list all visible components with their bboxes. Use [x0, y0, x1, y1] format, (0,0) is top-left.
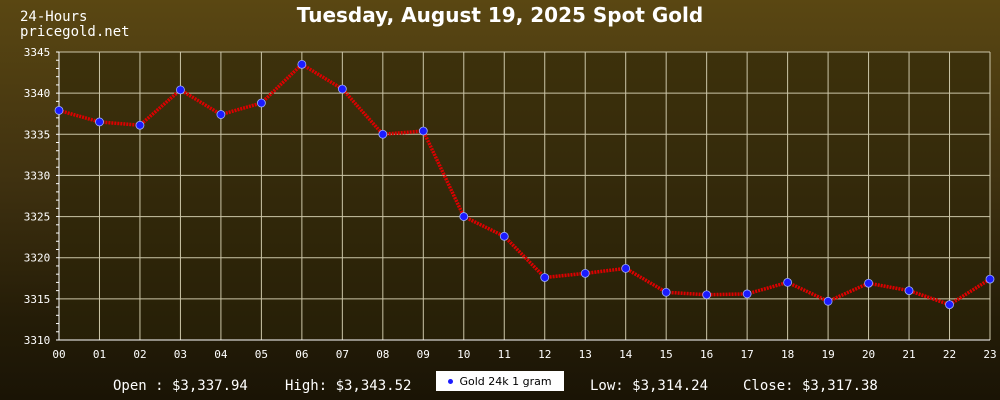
- x-tick-label: 23: [983, 348, 996, 361]
- data-point: [580, 268, 590, 278]
- y-tick-label: 3345: [24, 46, 51, 59]
- data-point: [418, 126, 428, 136]
- data-point: [176, 85, 185, 95]
- y-tick-label: 3315: [24, 293, 51, 306]
- data-point: [985, 274, 995, 284]
- legend: Gold 24k 1 gram: [436, 371, 564, 391]
- x-tick-label: 13: [579, 348, 592, 361]
- x-tick-label: 14: [619, 348, 633, 361]
- plot-area: [59, 52, 990, 340]
- x-tick-label: 11: [498, 348, 511, 361]
- chart-corner-label: 24-Hours pricegold.net: [20, 10, 130, 40]
- data-point: [904, 286, 914, 296]
- data-point: [742, 289, 752, 299]
- x-tick-label: 02: [133, 348, 146, 361]
- data-point: [459, 212, 469, 221]
- data-point: [823, 296, 833, 306]
- data-point: [54, 106, 64, 115]
- x-tick-label: 04: [214, 348, 228, 361]
- grid-lines: [58, 51, 991, 341]
- x-tick-label: 00: [52, 348, 65, 361]
- x-tick-label: 05: [255, 348, 268, 361]
- data-point: [256, 98, 266, 108]
- data-point: [499, 231, 509, 241]
- y-tick-label: 3320: [24, 252, 51, 265]
- data-point: [540, 273, 550, 282]
- series-gold: [54, 59, 995, 310]
- y-tick-label: 3340: [24, 87, 51, 100]
- data-point: [216, 110, 226, 119]
- x-tick-label: 15: [660, 348, 673, 361]
- legend-marker: [448, 378, 454, 384]
- site-label: pricegold.net: [20, 24, 130, 40]
- x-tick-label: 09: [417, 348, 430, 361]
- data-point: [95, 117, 104, 127]
- x-axis: 00 01 02 03 04 05 06 07 08 09 10 11 12 13 14 15 16 17 18 19…: [52, 339, 997, 361]
- data-point: [702, 290, 712, 300]
- x-tick-label: 03: [174, 348, 187, 361]
- data-point: [297, 59, 307, 69]
- x-tick-label: 07: [336, 348, 349, 361]
- x-tick-label: 21: [902, 348, 915, 361]
- y-tick-label: 3330: [24, 169, 51, 182]
- close-price: Close: $3,317.38: [743, 378, 878, 394]
- chart-title: Tuesday, August 19, 2025 Spot Gold: [296, 3, 704, 27]
- x-tick-label: 06: [295, 348, 308, 361]
- series-line: [58, 62, 991, 307]
- y-tick-label: 3335: [24, 128, 51, 141]
- data-point: [783, 277, 793, 287]
- x-tick-label: 17: [741, 348, 754, 361]
- x-tick-label: 16: [700, 348, 713, 361]
- open-price: Open : $3,337.94: [113, 378, 248, 394]
- x-tick-label: 20: [862, 348, 875, 361]
- low-price: Low: $3,314.24: [590, 378, 709, 394]
- y-axis: 3310 3315 3320 3325 3330 3335 3340 3345: [24, 46, 60, 347]
- y-tick-label: 3310: [24, 334, 51, 347]
- data-point: [864, 278, 873, 288]
- high-price: High: $3,343.52: [285, 378, 412, 394]
- data-point: [945, 300, 954, 310]
- x-tick-label: 19: [821, 348, 834, 361]
- x-tick-label: 10: [457, 348, 470, 361]
- x-tick-label: 18: [781, 348, 794, 361]
- x-tick-label: 12: [538, 348, 551, 361]
- x-tick-label: 01: [93, 348, 106, 361]
- x-tick-label: 22: [943, 348, 956, 361]
- period-label: 24-Hours: [20, 9, 88, 25]
- data-point: [621, 264, 631, 273]
- y-tick-label: 3325: [24, 211, 51, 224]
- legend-series-name: Gold 24k 1 gram: [459, 374, 552, 388]
- x-tick-label: 08: [376, 348, 389, 361]
- data-point: [337, 84, 347, 94]
- data-point: [378, 129, 388, 139]
- data-point: [135, 120, 145, 130]
- data-point: [661, 287, 671, 297]
